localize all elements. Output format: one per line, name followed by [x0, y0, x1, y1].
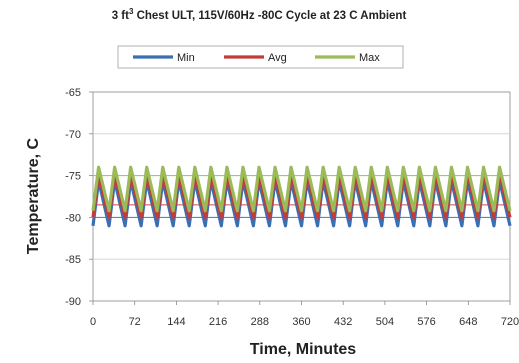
y-ticks: -65 -70 -75 -80 -85 -90 — [65, 87, 93, 308]
x-axis-label: Time, Minutes — [250, 341, 356, 358]
y-tick-label: -85 — [65, 254, 81, 266]
y-tick-label: -75 — [65, 171, 81, 183]
x-tick-label: 72 — [129, 316, 141, 328]
legend-label-min: Min — [177, 52, 195, 64]
x-tick-label: 0 — [90, 316, 96, 328]
x-tick-label: 288 — [251, 316, 269, 328]
x-tick-label: 360 — [292, 316, 310, 328]
x-ticks: 0 72 144 216 288 360 432 504 576 648 720 — [90, 301, 519, 328]
y-axis-label: Temperature, C — [25, 137, 42, 254]
x-tick-label: 648 — [459, 316, 477, 328]
x-tick-label: 504 — [376, 316, 394, 328]
series-layer — [91, 165, 512, 228]
y-tick-label: -80 — [65, 212, 81, 224]
series-line-max — [91, 165, 512, 213]
y-tick-label: -65 — [65, 87, 81, 99]
legend-label-avg: Avg — [268, 52, 287, 64]
y-tick-label: -70 — [65, 129, 81, 141]
legend-label-max: Max — [359, 52, 380, 64]
legend: Min Avg Max — [133, 52, 380, 64]
x-tick-label: 576 — [417, 316, 435, 328]
chart-title: 3 ft3 Chest ULT, 115V/60Hz -80C Cycle at… — [112, 7, 407, 22]
x-tick-label: 720 — [501, 316, 519, 328]
x-tick-label: 216 — [209, 316, 227, 328]
x-tick-label: 432 — [334, 316, 352, 328]
x-tick-label: 144 — [167, 316, 185, 328]
y-tick-label: -90 — [65, 296, 81, 308]
